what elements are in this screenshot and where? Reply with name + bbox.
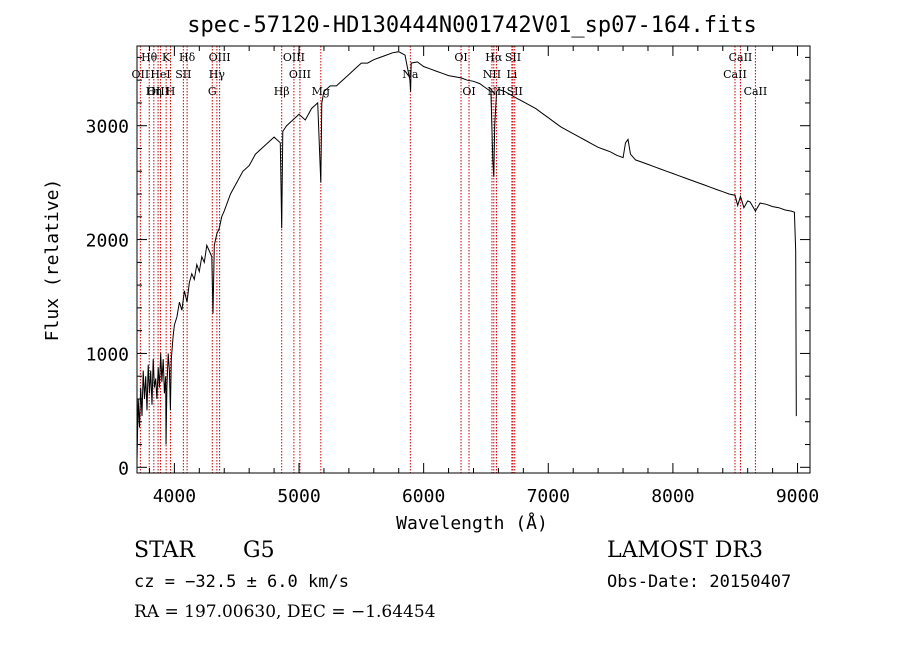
y-tick-label-3: 3000 [86, 117, 129, 138]
line-label-10: Hγ [209, 68, 226, 81]
x-axis-label: Wavelength (Å) [396, 512, 548, 534]
object-class: STAR [134, 538, 195, 563]
y-tick-label-1: 1000 [86, 344, 129, 365]
line-label-14: OIII [289, 68, 311, 81]
y-axis-label: Flux (relative) [42, 179, 63, 342]
line-label-17: OI [454, 51, 467, 64]
x-tick-label-5: 9000 [776, 486, 819, 507]
line-label-20: NII [483, 68, 501, 81]
line-label-15: Mg [312, 85, 330, 98]
line-label-0: Hθ [141, 51, 158, 64]
line-label-27: CaII [744, 85, 768, 98]
x-axis-ticks: 4000 5000 6000 7000 8000 9000 [148, 46, 819, 507]
x-tick-label-2: 6000 [402, 486, 445, 507]
line-label-7: H [166, 85, 176, 98]
x-tick-label-3: 7000 [527, 486, 570, 507]
line-label-12: Hβ [274, 85, 290, 98]
redshift-velocity: cz = −32.5 ± 6.0 km/s [134, 572, 349, 592]
line-label-18: OI [462, 85, 475, 98]
y-tick-label-2: 2000 [86, 231, 129, 252]
line-label-22: SII [505, 51, 521, 64]
line-label-25: CaII [729, 51, 753, 64]
line-label-4: K [162, 51, 171, 64]
line-label-11: G [208, 85, 217, 98]
spectral-line-markers [139, 46, 756, 473]
chart-title: spec-57120-HD130444N001742V01_sp07-164.f… [187, 13, 757, 38]
line-label-3: HeI [150, 68, 170, 81]
line-label-8: Hδ [179, 51, 196, 64]
line-label-13: OIII [283, 51, 305, 64]
y-axis-ticks: 0 1000 2000 3000 [86, 56, 810, 479]
line-label-24: SII [507, 85, 523, 98]
object-subclass: G5 [243, 538, 275, 563]
plot-frame [136, 45, 811, 474]
survey-name: LAMOST DR3 [607, 538, 763, 563]
line-label-26: CaII [723, 68, 747, 81]
line-label-1: OII [132, 68, 150, 81]
spectrum-line [136, 51, 797, 462]
x-tick-label-0: 4000 [153, 486, 196, 507]
line-label-19: Hα [485, 51, 503, 64]
sky-coordinates: RA = 197.00630, DEC = −1.64454 [134, 602, 436, 622]
line-label-2: OIII [147, 85, 169, 98]
line-label-23: Li [506, 68, 517, 81]
line-label-9: OIII [209, 51, 231, 64]
y-tick-label-0: 0 [118, 458, 129, 479]
x-tick-label-4: 8000 [651, 486, 694, 507]
line-label-6: SII [175, 68, 191, 81]
line-label-5: Hη [146, 85, 162, 98]
observation-date: Obs-Date: 20150407 [607, 572, 792, 592]
x-tick-label-1: 5000 [277, 486, 320, 507]
